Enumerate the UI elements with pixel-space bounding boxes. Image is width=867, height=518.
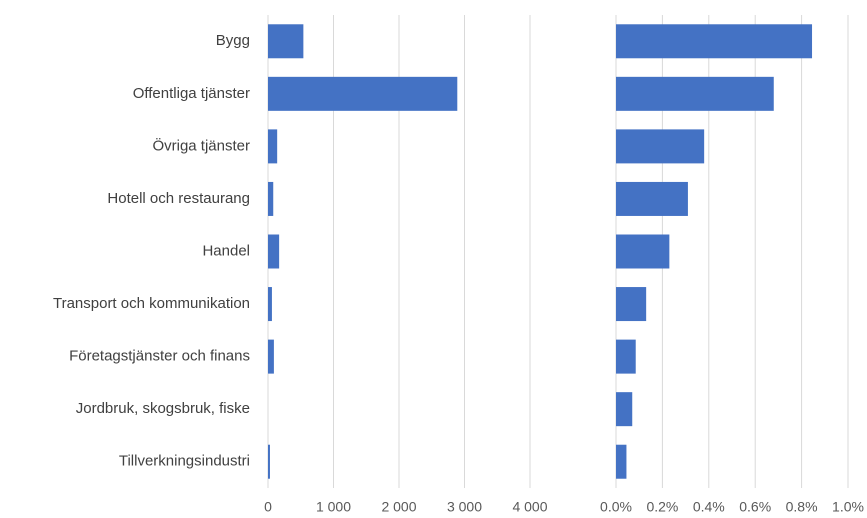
bar bbox=[616, 339, 636, 374]
x-tick-label: 0.2% bbox=[646, 499, 678, 515]
y-tick-label: Företagstjänster och finans bbox=[69, 348, 250, 365]
bar bbox=[616, 444, 627, 479]
y-tick-label: Bygg bbox=[216, 32, 250, 49]
x-tick-label: 0.4% bbox=[693, 499, 725, 515]
bar bbox=[268, 24, 304, 59]
x-tick-label: 1 000 bbox=[316, 499, 351, 515]
y-tick-label: Hotell och restaurang bbox=[107, 190, 250, 207]
bar bbox=[268, 181, 274, 216]
y-tick-label: Jordbruk, skogsbruk, fiske bbox=[76, 400, 250, 417]
y-tick-label: Handel bbox=[202, 242, 250, 259]
y-tick-label: Tillverkningsindustri bbox=[119, 453, 250, 470]
x-tick-label: 2 000 bbox=[381, 499, 416, 515]
x-tick-label: 0.8% bbox=[786, 499, 818, 515]
x-tick-label: 4 000 bbox=[512, 499, 547, 515]
bar bbox=[616, 76, 774, 111]
bar bbox=[268, 339, 274, 374]
x-tick-label: 0.6% bbox=[739, 499, 771, 515]
x-tick-label: 1.0% bbox=[832, 499, 864, 515]
bar bbox=[616, 392, 633, 427]
y-tick-label: Offentliga tjänster bbox=[133, 85, 250, 102]
bar bbox=[616, 129, 705, 164]
bar bbox=[268, 444, 270, 479]
y-tick-label: Transport och kommunikation bbox=[53, 295, 250, 312]
x-tick-label: 0.0% bbox=[600, 499, 632, 515]
x-tick-label: 0 bbox=[264, 499, 272, 515]
bar bbox=[268, 129, 278, 164]
bar bbox=[616, 24, 813, 59]
bar bbox=[268, 76, 458, 111]
bar bbox=[616, 234, 670, 269]
bar bbox=[268, 234, 280, 269]
bar bbox=[268, 287, 272, 322]
bar bbox=[616, 181, 688, 216]
bar bbox=[616, 287, 647, 322]
y-tick-label: Övriga tjänster bbox=[152, 136, 250, 154]
x-tick-label: 3 000 bbox=[447, 499, 482, 515]
